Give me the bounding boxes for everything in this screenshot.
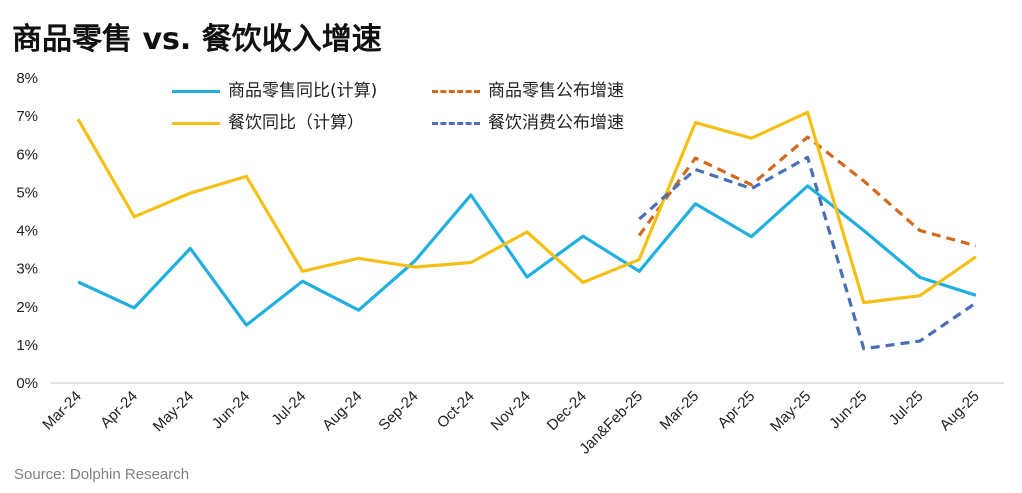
x-tick-label: Jul-24 bbox=[268, 388, 309, 429]
series-line-2 bbox=[76, 110, 977, 305]
x-tick-label: Aug-25 bbox=[937, 388, 983, 434]
y-tick-label: 7% bbox=[16, 108, 38, 125]
legend-label-retail-official: 商品零售公布增速 bbox=[488, 81, 624, 101]
legend-item-catering-official: 餐饮消费公布增速 bbox=[432, 108, 624, 133]
y-tick-label: 5% bbox=[16, 184, 38, 201]
x-tick-label: Jun-25 bbox=[826, 388, 870, 432]
x-tick-label: May-24 bbox=[150, 388, 197, 435]
y-tick-label: 2% bbox=[16, 299, 38, 316]
legend-label-retail-calc: 商品零售同比(计算) bbox=[228, 81, 378, 101]
y-tick-label: 8% bbox=[16, 70, 38, 87]
x-tick-label: Apr-25 bbox=[714, 388, 758, 432]
x-tick-label: Jul-25 bbox=[886, 388, 927, 429]
x-tick-label: Dec-24 bbox=[544, 388, 590, 434]
x-tick-label: Oct-24 bbox=[434, 388, 478, 432]
source-note: Source: Dolphin Research bbox=[14, 466, 190, 483]
legend-label-catering-official: 餐饮消费公布增速 bbox=[488, 113, 624, 133]
y-tick-label: 6% bbox=[16, 146, 38, 163]
legend-swatch-retail-calc bbox=[172, 89, 220, 93]
series-lines bbox=[76, 110, 977, 351]
x-tick-label: Mar-25 bbox=[657, 388, 703, 434]
series-line-0 bbox=[77, 184, 977, 327]
series-line-3 bbox=[638, 155, 977, 351]
x-tick-label: Apr-24 bbox=[97, 388, 141, 432]
y-tick-label: 1% bbox=[16, 337, 38, 354]
legend-label-catering-calc: 餐饮同比（计算） bbox=[228, 113, 364, 133]
y-tick-label: 3% bbox=[16, 261, 38, 278]
x-tick-label: Nov-24 bbox=[488, 388, 534, 434]
legend-swatch-catering-official bbox=[432, 121, 480, 125]
legend-swatch-retail-official bbox=[432, 89, 480, 93]
x-tick-label: Sep-24 bbox=[375, 388, 421, 434]
legend-item-retail-official: 商品零售公布增速 bbox=[432, 76, 624, 101]
legend-swatch-catering-calc bbox=[172, 121, 220, 125]
y-tick-label: 4% bbox=[16, 223, 38, 240]
x-tick-label: May-25 bbox=[767, 388, 814, 435]
y-axis-ticks: 0% 1% 2% 3% 4% 5% 6% 7% 8% bbox=[16, 70, 38, 392]
y-tick-label: 0% bbox=[16, 375, 38, 392]
x-axis-ticks: Mar-24 Apr-24 May-24 Jun-24 Jul-24 Aug-24 Sep-… bbox=[39, 388, 983, 458]
legend-item-retail-calc: 商品零售同比(计算) bbox=[172, 76, 377, 101]
series-line-1 bbox=[637, 135, 977, 248]
chart-title: 商品零售 vs. 餐饮收入增速 bbox=[12, 22, 382, 57]
legend-item-catering-calc: 餐饮同比（计算） bbox=[172, 108, 364, 133]
x-tick-label: Jun-24 bbox=[209, 388, 253, 432]
x-tick-label: Mar-24 bbox=[39, 388, 85, 434]
x-tick-label: Aug-24 bbox=[319, 388, 365, 434]
